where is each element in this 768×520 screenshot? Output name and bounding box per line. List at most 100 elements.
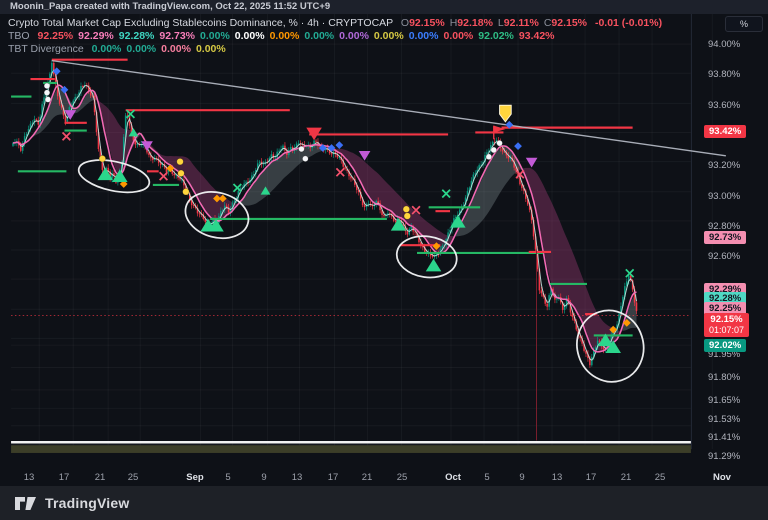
candle-body [231,202,234,210]
legend-symbol-row[interactable]: Crypto Total Market Cap Excluding Stable… [8,17,662,30]
candle-body [383,214,385,217]
candle-body [245,181,247,184]
change-readout: -0.01 (-0.01%) [594,17,663,29]
price-axis-label: 93.60% [708,100,741,111]
percent-scale-button[interactable]: % [725,16,763,32]
red-x-marker [61,131,71,141]
candle-body [157,158,160,163]
candle-body [253,174,255,176]
candle-body [377,200,379,203]
candle-body [328,148,331,154]
candle-body [319,145,321,147]
tradingview-logo-icon [15,496,36,510]
candle-body [251,175,253,180]
candle-body [276,151,278,158]
attribution-text: Moonin_Papa created with TradingView.com… [10,1,331,12]
candle-body [188,193,191,200]
candle-body [227,207,230,213]
price-axis-label: 92.80% [708,221,741,232]
yellow-dot-marker [402,205,410,213]
candle-body [493,141,496,143]
candle-body [418,235,420,243]
buy-triangle-marker [112,169,128,183]
candle-body [635,302,638,311]
candle-body [313,140,315,147]
red-x-marker [515,169,525,179]
candle-body [550,288,552,296]
price-badge-value: 92.15% [710,314,743,325]
candle-body [54,74,57,84]
legend-tbt-row[interactable]: TBT Divergence 0.00% 0.00% 0.00% 0.00% [8,43,662,56]
indicator-value: 0.00% [443,30,474,42]
candle-body [583,343,585,351]
candle-body [491,141,494,146]
candle-body [633,289,636,303]
candle-body [237,190,240,198]
candle-body [19,145,22,151]
purple-triangle-down-marker [525,157,538,168]
candle-body [51,62,53,74]
candle-body [113,173,115,176]
candle-body [72,100,74,107]
yellow-dot-marker [403,212,411,220]
candle-body [521,184,523,189]
price-axis[interactable]: 94.00% 93.80% 93.60% 93.20% 93.00% 92.80% 92.6… [700,14,768,462]
candle-body [532,219,535,237]
candle-body [225,205,228,208]
indicator-value: 92.25% [37,30,74,42]
buy-triangle-marker [390,217,407,231]
candle-body [536,249,539,270]
candle-body [573,316,576,321]
ohlc-key: O [400,17,410,29]
white-dot-marker [43,89,51,96]
candle-body [392,216,395,221]
tradingview-logo[interactable]: TradingView [14,495,129,511]
candle-body [363,205,366,207]
indicator-cloud [523,167,623,352]
candle-body [375,200,378,205]
indicator-cloud [98,100,142,174]
white-dot-marker [496,139,503,147]
candle-body [33,119,36,123]
candle-body [25,133,28,137]
candle-body [350,176,352,179]
price-badge: 92.25% [704,301,747,315]
highlight-ellipse [395,235,458,279]
highlight-ellipse [184,191,250,240]
ohlc-key: H [449,17,458,29]
yellow-dot-marker [177,169,185,177]
green-x-marker [126,109,136,119]
candle-body [223,205,226,210]
candle-body [486,152,488,156]
candle-body [538,269,541,291]
price-axis-label: 91.53% [708,414,741,425]
legend-tbo-row[interactable]: TBO 92.25% 92.29% 92.28% 92.73% 0.00% 0.00% 0.… [8,30,662,43]
candle-body [402,224,405,226]
candle-body [480,164,482,166]
candle-body [317,141,319,146]
price-axis-label: 93.80% [708,69,741,80]
price-axis-label: 91.41% [708,432,741,443]
candle-body [258,161,261,164]
candle-body [165,167,168,173]
candle-body [53,62,55,75]
indicator-value: 0.00% [408,30,439,42]
price-axis-label: 94.00% [708,39,741,50]
candle-body [196,207,199,214]
candle-body [631,280,634,290]
candle-body [80,86,82,93]
candle-body [528,204,531,210]
tbt-indicator-label: TBT Divergence [8,43,84,55]
candle-body [342,160,344,167]
price-badge: 92.02% [704,338,747,352]
price-chart-pane[interactable] [0,14,768,486]
ohlc-value: 92.15% [551,17,588,29]
tbo-indicator-label: TBO [8,30,30,42]
price-axis-label: 93.20% [708,160,741,171]
blue-diamond-marker [514,142,522,150]
candle-body [464,197,467,206]
candle-body [622,296,624,307]
indicator-value: 93.42% [518,30,555,42]
candle-body [150,155,152,158]
candle-body [540,290,543,294]
